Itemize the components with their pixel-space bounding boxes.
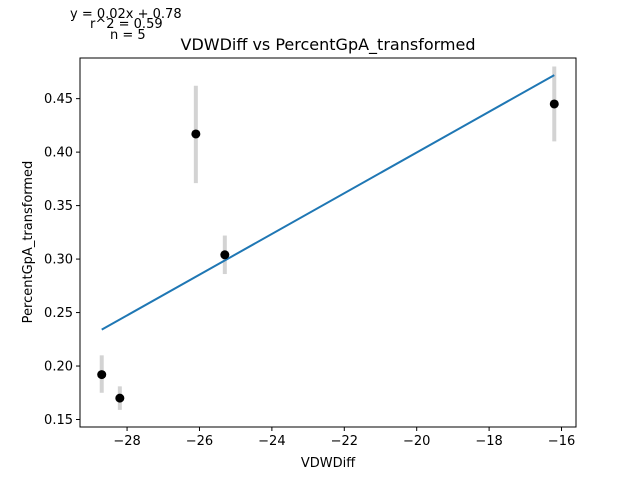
x-tick-label: −24 <box>258 434 285 449</box>
x-axis-label: VDWDiff <box>301 456 356 471</box>
x-tick-label: −16 <box>548 434 575 449</box>
annotation-equation: y = 0.02x + 0.78 <box>70 7 182 22</box>
data-point <box>115 393 125 403</box>
x-tick-label: −18 <box>475 434 502 449</box>
x-tick-label: −22 <box>331 434 358 449</box>
x-tick-label: −26 <box>186 434 213 449</box>
y-tick-label: 0.35 <box>44 199 73 214</box>
x-tick-label: −28 <box>113 434 140 449</box>
y-tick-label: 0.30 <box>44 253 73 268</box>
fit-line <box>101 74 555 331</box>
fit-annotations: y = 0.02x + 0.78 r^2 = 0.59 n = 5 <box>70 7 182 43</box>
y-tick-label: 0.20 <box>44 360 73 375</box>
y-tick-label: 0.15 <box>44 413 73 428</box>
y-tick-label: 0.45 <box>44 92 73 107</box>
data-point <box>191 129 201 139</box>
data-point <box>97 370 107 380</box>
x-tick-label: −20 <box>403 434 430 449</box>
plot-area <box>97 66 559 410</box>
annotation-r-squared: r^2 = 0.59 <box>90 17 163 32</box>
data-point <box>549 99 559 109</box>
chart-title: VDWDiff vs PercentGpA_transformed <box>181 35 476 55</box>
x-axis: −28 −26 −24 −22 −20 −18 −16 <box>113 427 575 449</box>
y-tick-label: 0.25 <box>44 306 73 321</box>
y-axis: 0.15 0.20 0.25 0.30 0.35 0.40 0.45 <box>44 92 80 428</box>
y-axis-label: PercentGpA_transformed <box>21 161 36 324</box>
annotation-n: n = 5 <box>110 28 146 43</box>
y-tick-label: 0.40 <box>44 146 73 161</box>
data-point <box>220 250 230 260</box>
plot-frame <box>79 57 577 428</box>
